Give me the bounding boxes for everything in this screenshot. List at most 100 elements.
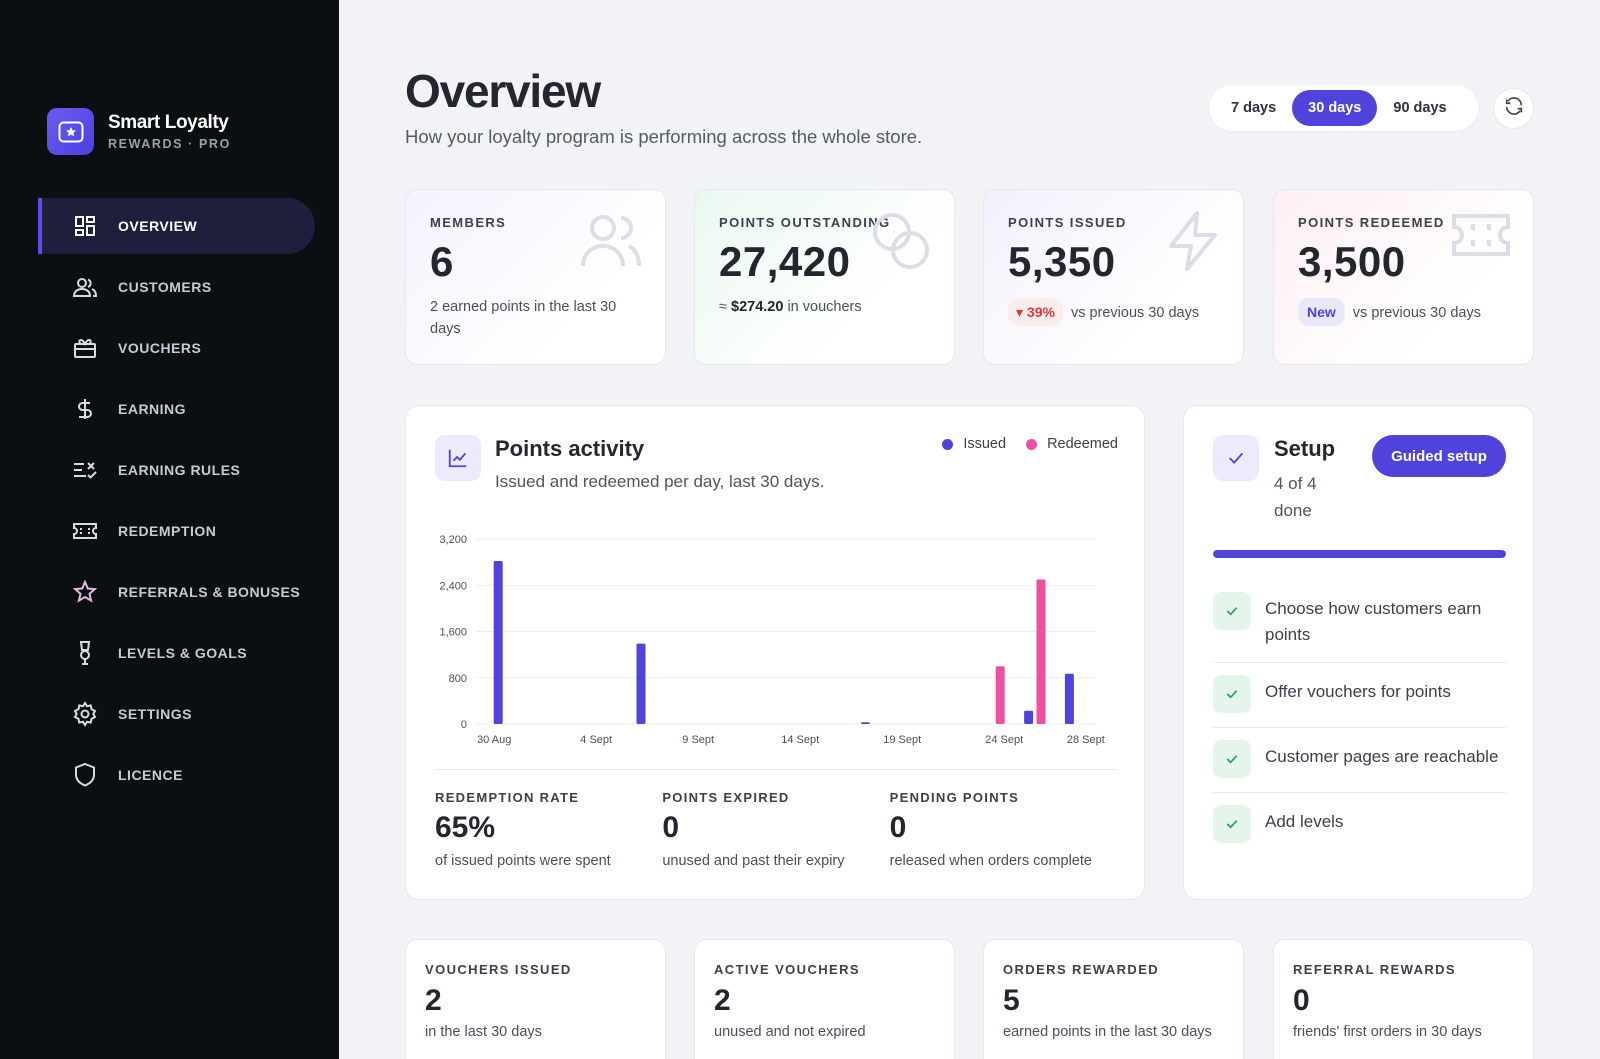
stat-note: friends' first orders in 30 days <box>1293 1024 1482 1040</box>
points-redeemed-card: POINTS REDEEMED 3,500 New vs previous 30 … <box>1273 189 1534 365</box>
stat-value: 27,420 <box>719 238 851 285</box>
chart-legend: Issued Redeemed <box>922 436 1118 452</box>
task-label: Add levels <box>1265 812 1344 831</box>
setup-task[interactable]: Offer vouchers for points <box>1213 663 1506 728</box>
stat-note: ≈ $274.20 in vouchers <box>719 296 930 318</box>
guided-setup-button[interactable]: Guided setup <box>1372 435 1506 477</box>
stat-note: ▾ 39% vs previous 30 days <box>1008 298 1219 326</box>
activity-metrics: REDEMPTION RATE 65% of issued points wer… <box>435 769 1117 869</box>
issued-swatch <box>942 438 954 450</box>
issued-bar <box>1064 673 1074 724</box>
stat-label: ORDERS REWARDED <box>1003 962 1160 977</box>
range-30-days-button[interactable]: 30 days <box>1292 90 1378 126</box>
sidebar-item-customers[interactable]: CUSTOMERS <box>0 259 339 315</box>
dollar-icon <box>71 395 99 423</box>
card-subtitle: Issued and redeemed per day, last 30 day… <box>495 472 825 491</box>
voucher-amount: $274.20 <box>731 299 784 315</box>
sidebar-item-levels[interactable]: LEVELS & GOALS <box>0 625 339 681</box>
stat-label: VOUCHERS ISSUED <box>425 962 572 977</box>
lightning-icon <box>1165 210 1221 277</box>
page-subtitle: How your loyalty program is performing a… <box>405 126 923 147</box>
x-tick-label: 4 Sept <box>580 734 612 746</box>
setup-card: Setup 4 of 4 done Guided setup Choose ho… <box>1183 405 1534 900</box>
task-done-icon <box>1213 740 1251 778</box>
refresh-button[interactable] <box>1493 88 1534 129</box>
card-title: Setup <box>1274 436 1336 461</box>
issued-bar <box>493 560 503 724</box>
sidebar-item-earning-rules[interactable]: EARNING RULES <box>0 442 339 498</box>
setup-progress-text: 4 of 4 done <box>1274 474 1317 520</box>
setup-progress-bar <box>1213 550 1506 558</box>
legend-issued[interactable]: Issued <box>942 436 1006 452</box>
stat-label: MEMBERS <box>430 215 507 230</box>
sidebar-item-licence[interactable]: LICENCE <box>0 747 339 803</box>
metric-value: 0 <box>889 811 907 844</box>
medal-icon <box>71 639 99 667</box>
setup-task[interactable]: Customer pages are reachable <box>1213 728 1506 793</box>
range-90-days-button[interactable]: 90 days <box>1393 100 1447 116</box>
shield-icon <box>71 761 99 789</box>
metric-note: unused and past their expiry <box>662 853 845 869</box>
brand-logo-icon <box>47 108 94 155</box>
stat-value: 5 <box>1003 984 1020 1017</box>
brand[interactable]: Smart Loyalty REWARDS · PRO <box>47 108 231 155</box>
range-7-days-button[interactable]: 7 days <box>1231 100 1277 116</box>
setup-task[interactable]: Choose how customers earn points <box>1213 580 1506 663</box>
sidebar-item-vouchers[interactable]: VOUCHERS <box>0 320 339 376</box>
points-activity-card: Points activity Issued and redeemed per … <box>405 405 1145 900</box>
members-card: MEMBERS 6 2 earned points in the last 30… <box>405 189 666 365</box>
new-badge: New <box>1298 298 1345 326</box>
sidebar-item-overview[interactable]: OVERVIEW <box>0 198 339 254</box>
stat-label: POINTS OUTSTANDING <box>719 215 891 230</box>
stat-note: unused and not expired <box>714 1024 866 1040</box>
setup-task[interactable]: Add levels <box>1213 793 1506 857</box>
star-icon <box>71 578 99 606</box>
y-tick-label: 2,400 <box>439 580 467 592</box>
sidebar-item-referrals[interactable]: REFERRALS & BONUSES <box>0 564 339 620</box>
card-title: Points activity <box>495 436 645 461</box>
x-tick-label: 24 Sept <box>985 734 1023 746</box>
points-outstanding-card: POINTS OUTSTANDING 27,420 ≈ $274.20 in v… <box>694 189 955 365</box>
users-icon <box>579 210 643 275</box>
sidebar-nav: OVERVIEW CUSTOMERS VOUCHERS EARNING EARN… <box>0 198 339 808</box>
stat-note: in the last 30 days <box>425 1024 542 1040</box>
setup-progress-fill <box>1213 550 1506 558</box>
sidebar-item-label: VOUCHERS <box>118 340 202 356</box>
sidebar-item-settings[interactable]: SETTINGS <box>0 686 339 742</box>
issued-bar <box>636 643 646 724</box>
sidebar-item-redemption[interactable]: REDEMPTION <box>0 503 339 559</box>
refresh-icon <box>1503 95 1525 122</box>
stat-value: 0 <box>1293 984 1310 1017</box>
sidebar-item-earning[interactable]: EARNING <box>0 381 339 437</box>
stat-label: REFERRAL REWARDS <box>1293 962 1457 977</box>
task-label: Offer vouchers for points <box>1265 682 1451 701</box>
redeemed-swatch <box>1026 438 1038 450</box>
ticket-icon <box>71 517 99 545</box>
check-icon <box>1213 435 1259 481</box>
coins-icon <box>870 210 932 277</box>
x-tick-label: 19 Sept <box>883 734 921 746</box>
stat-value: 5,350 <box>1008 238 1116 285</box>
y-tick-label: 0 <box>461 719 467 731</box>
y-tick-label: 3,200 <box>439 534 467 546</box>
stat-note: 2 earned points in the last 30 days <box>430 299 617 337</box>
metric-points-expired: POINTS EXPIRED 0 unused and past their e… <box>662 790 889 869</box>
chart-line-icon <box>435 435 481 481</box>
note-prefix: ≈ <box>719 299 727 315</box>
metric-label: POINTS EXPIRED <box>662 790 790 805</box>
stat-label: POINTS ISSUED <box>1008 215 1127 230</box>
brand-subtitle: REWARDS · PRO <box>108 137 231 151</box>
x-tick-label: 14 Sept <box>781 734 819 746</box>
orders-rewarded-card: ORDERS REWARDED 5 earned points in the l… <box>983 939 1244 1059</box>
metric-label: REDEMPTION RATE <box>435 790 580 805</box>
legend-redeemed[interactable]: Redeemed <box>1026 436 1118 452</box>
task-done-icon <box>1213 592 1251 630</box>
note-suffix: in vouchers <box>787 299 862 315</box>
metric-pending-points: PENDING POINTS 0 released when orders co… <box>890 790 1117 869</box>
stat-note: New vs previous 30 days <box>1298 298 1509 326</box>
sidebar-item-label: SETTINGS <box>118 706 193 722</box>
issued-bar <box>1024 710 1034 724</box>
ticket-icon <box>1451 210 1511 265</box>
metric-note: released when orders complete <box>889 853 1092 869</box>
sidebar-item-label: OVERVIEW <box>118 218 198 234</box>
